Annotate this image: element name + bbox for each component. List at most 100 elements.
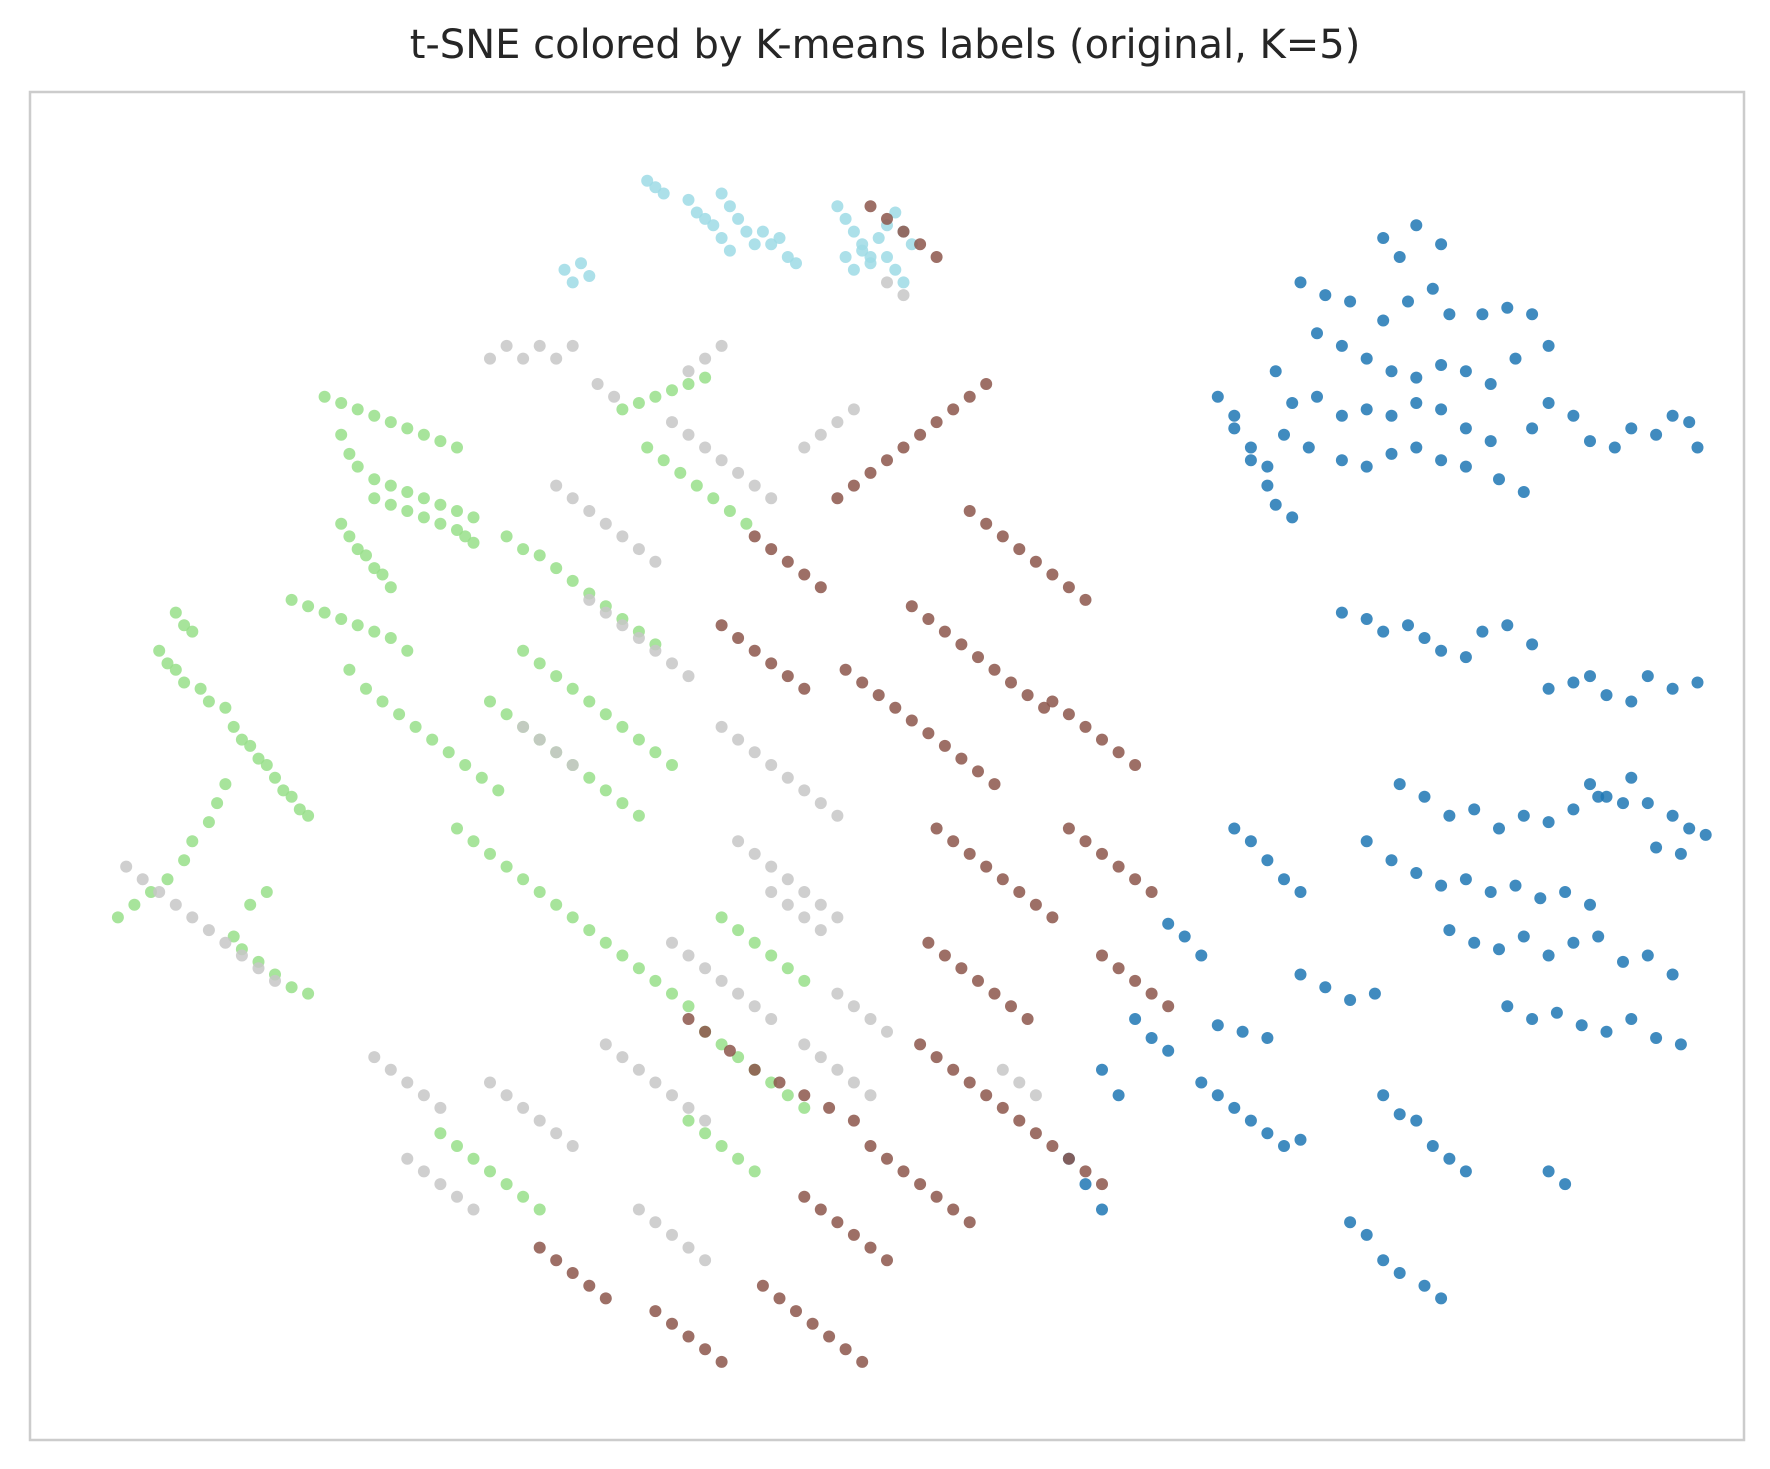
scatter-point-cluster_4-10 bbox=[699, 441, 712, 454]
scatter-point-cluster_2-54 bbox=[492, 784, 505, 797]
scatter-point-cluster_0-57 bbox=[1261, 460, 1274, 473]
scatter-point-cluster_3-75 bbox=[814, 1203, 827, 1216]
scatter-point-cluster_0-121 bbox=[1526, 1013, 1539, 1025]
scatter-point-cluster_1-4 bbox=[690, 206, 703, 219]
scatter-point-cluster_1-17 bbox=[781, 251, 794, 263]
scatter-point-cluster_2-82 bbox=[384, 498, 397, 511]
scatter-point-cluster_0-17 bbox=[1484, 378, 1497, 390]
scatter-point-cluster_2-141 bbox=[434, 1127, 447, 1140]
scatter-point-cluster_2-24 bbox=[178, 854, 191, 867]
scatter-point-cluster_0-137 bbox=[1228, 1101, 1241, 1114]
scatter-point-cluster_4-19 bbox=[616, 530, 629, 543]
scatter-point-cluster_4-13 bbox=[748, 479, 761, 492]
scatter-point-cluster_0-85 bbox=[1666, 809, 1679, 822]
scatter-point-cluster_4-32 bbox=[765, 759, 778, 771]
scatter-point-cluster_4-54 bbox=[649, 1076, 662, 1089]
scatter-point-cluster_0-29 bbox=[1484, 435, 1497, 448]
scatter-point-cluster_0-54 bbox=[1211, 390, 1224, 403]
scatter-point-cluster_2-106 bbox=[632, 733, 645, 746]
scatter-point-cluster_2-59 bbox=[368, 562, 381, 575]
scatter-point-cluster_4-25 bbox=[632, 632, 645, 644]
scatter-point-cluster_2-33 bbox=[285, 981, 298, 994]
scatter-point-cluster_3-26 bbox=[905, 600, 918, 613]
scatter-point-cluster_4-74 bbox=[202, 924, 215, 937]
scatter-point-cluster_3-34 bbox=[1038, 701, 1051, 714]
scatter-point-cluster_3-133 bbox=[914, 238, 927, 251]
scatter-point-cluster_3-6 bbox=[823, 1101, 836, 1114]
scatter-point-cluster_4-26 bbox=[649, 644, 662, 657]
scatter-point-cluster_4-86 bbox=[831, 1063, 844, 1076]
scatter-point-cluster_3-36 bbox=[856, 676, 869, 689]
scatter-point-cluster_4-51 bbox=[599, 1038, 612, 1051]
scatter-point-cluster_2-130 bbox=[632, 962, 645, 975]
scatter-point-cluster_0-88 bbox=[1674, 847, 1687, 860]
scatter-point-cluster_3-41 bbox=[938, 739, 951, 752]
scatter-point-cluster_0-158 bbox=[1162, 1044, 1175, 1057]
scatter-point-cluster_3-130 bbox=[864, 200, 877, 213]
scatter-point-cluster_2-4 bbox=[161, 657, 174, 670]
scatter-point-cluster_4-16 bbox=[566, 492, 579, 505]
scatter-point-cluster_0-34 bbox=[1385, 447, 1398, 460]
scatter-point-cluster_0-59 bbox=[1244, 454, 1257, 467]
scatter-point-cluster_2-143 bbox=[467, 1152, 480, 1165]
scatter-point-cluster_1-3 bbox=[682, 193, 695, 206]
scatter-point-cluster_0-49 bbox=[1691, 441, 1704, 454]
scatter-point-cluster_2-124 bbox=[533, 886, 546, 898]
scatter-point-cluster_3-24 bbox=[1062, 581, 1075, 594]
scatter-point-cluster_0-38 bbox=[1493, 473, 1505, 486]
scatter-point-cluster_0-115 bbox=[1567, 936, 1580, 949]
scatter-point-cluster_3-92 bbox=[533, 1241, 546, 1254]
scatter-point-cluster_4-48 bbox=[732, 987, 745, 1000]
scatter-point-cluster_1-15 bbox=[765, 238, 778, 251]
scatter-point-cluster_0-26 bbox=[1410, 397, 1423, 409]
scatter-point-cluster_3-42 bbox=[955, 752, 968, 765]
scatter-point-cluster_3-97 bbox=[1062, 822, 1075, 835]
scatter-point-cluster_1-32 bbox=[864, 257, 877, 270]
scatter-point-cluster_4-75 bbox=[219, 936, 232, 949]
scatter-point-cluster_3-50 bbox=[1013, 886, 1026, 898]
scatter-point-cluster_3-134 bbox=[930, 251, 943, 263]
scatter-point-cluster_4-17 bbox=[583, 505, 596, 517]
scatter-point-cluster_4-95 bbox=[781, 898, 794, 911]
scatter-point-cluster_4-34 bbox=[798, 784, 811, 797]
chart-title: t-SNE colored by K-means labels (origina… bbox=[409, 22, 1361, 68]
scatter-point-cluster_3-2 bbox=[723, 1044, 736, 1057]
scatter-point-cluster_4-47 bbox=[715, 974, 728, 987]
scatter-point-cluster_1-13 bbox=[748, 238, 761, 251]
scatter-point-cluster_0-25 bbox=[1385, 409, 1398, 422]
scatter-point-cluster_2-163 bbox=[748, 936, 761, 949]
scatter-point-cluster_3-81 bbox=[773, 1292, 786, 1305]
scatter-point-cluster_0-19 bbox=[1542, 339, 1555, 352]
scatter-point-cluster_2-155 bbox=[616, 403, 629, 416]
scatter-point-cluster_0-64 bbox=[1360, 613, 1373, 625]
scatter-point-cluster_4-44 bbox=[666, 936, 678, 949]
scatter-point-cluster_3-74 bbox=[798, 1190, 811, 1203]
scatter-point-cluster_3-100 bbox=[1112, 860, 1125, 873]
scatter-point-cluster_0-6 bbox=[1443, 308, 1456, 321]
scatter-point-cluster_3-104 bbox=[1062, 708, 1075, 721]
scatter-point-cluster_0-13 bbox=[1385, 365, 1398, 378]
scatter-point-cluster_4-99 bbox=[533, 733, 546, 746]
scatter-point-cluster_4-103 bbox=[814, 428, 827, 441]
scatter-point-cluster_4-90 bbox=[649, 1216, 662, 1229]
scatter-point-cluster_0-41 bbox=[1542, 397, 1555, 409]
scatter-point-cluster_3-67 bbox=[864, 1140, 877, 1152]
scatter-point-cluster_3-66 bbox=[1013, 1114, 1026, 1127]
scatter-point-cluster_0-166 bbox=[1261, 854, 1274, 867]
scatter-point-cluster_0-152 bbox=[1377, 1254, 1390, 1267]
scatter-point-cluster_0-97 bbox=[1567, 803, 1580, 816]
scatter-point-cluster_2-56 bbox=[343, 530, 356, 543]
scatter-point-cluster_4-96 bbox=[798, 911, 811, 924]
scatter-point-cluster_3-43 bbox=[972, 765, 984, 778]
scatter-point-cluster_0-130 bbox=[1344, 994, 1357, 1006]
scatter-point-cluster_4-97 bbox=[814, 924, 827, 937]
scatter-point-cluster_3-87 bbox=[649, 1305, 662, 1318]
scatter-point-cluster_2-47 bbox=[376, 695, 389, 708]
scatter-point-cluster_4-70 bbox=[384, 1063, 397, 1076]
scatter-point-cluster_3-21 bbox=[1013, 543, 1026, 556]
scatter-point-cluster_3-113 bbox=[1162, 1000, 1175, 1013]
scatter-point-cluster_1-35 bbox=[897, 276, 910, 289]
scatter-point-cluster_4-22 bbox=[583, 593, 596, 606]
scatter-point-cluster_2-16 bbox=[277, 784, 290, 797]
scatter-point-cluster_2-25 bbox=[161, 873, 174, 886]
